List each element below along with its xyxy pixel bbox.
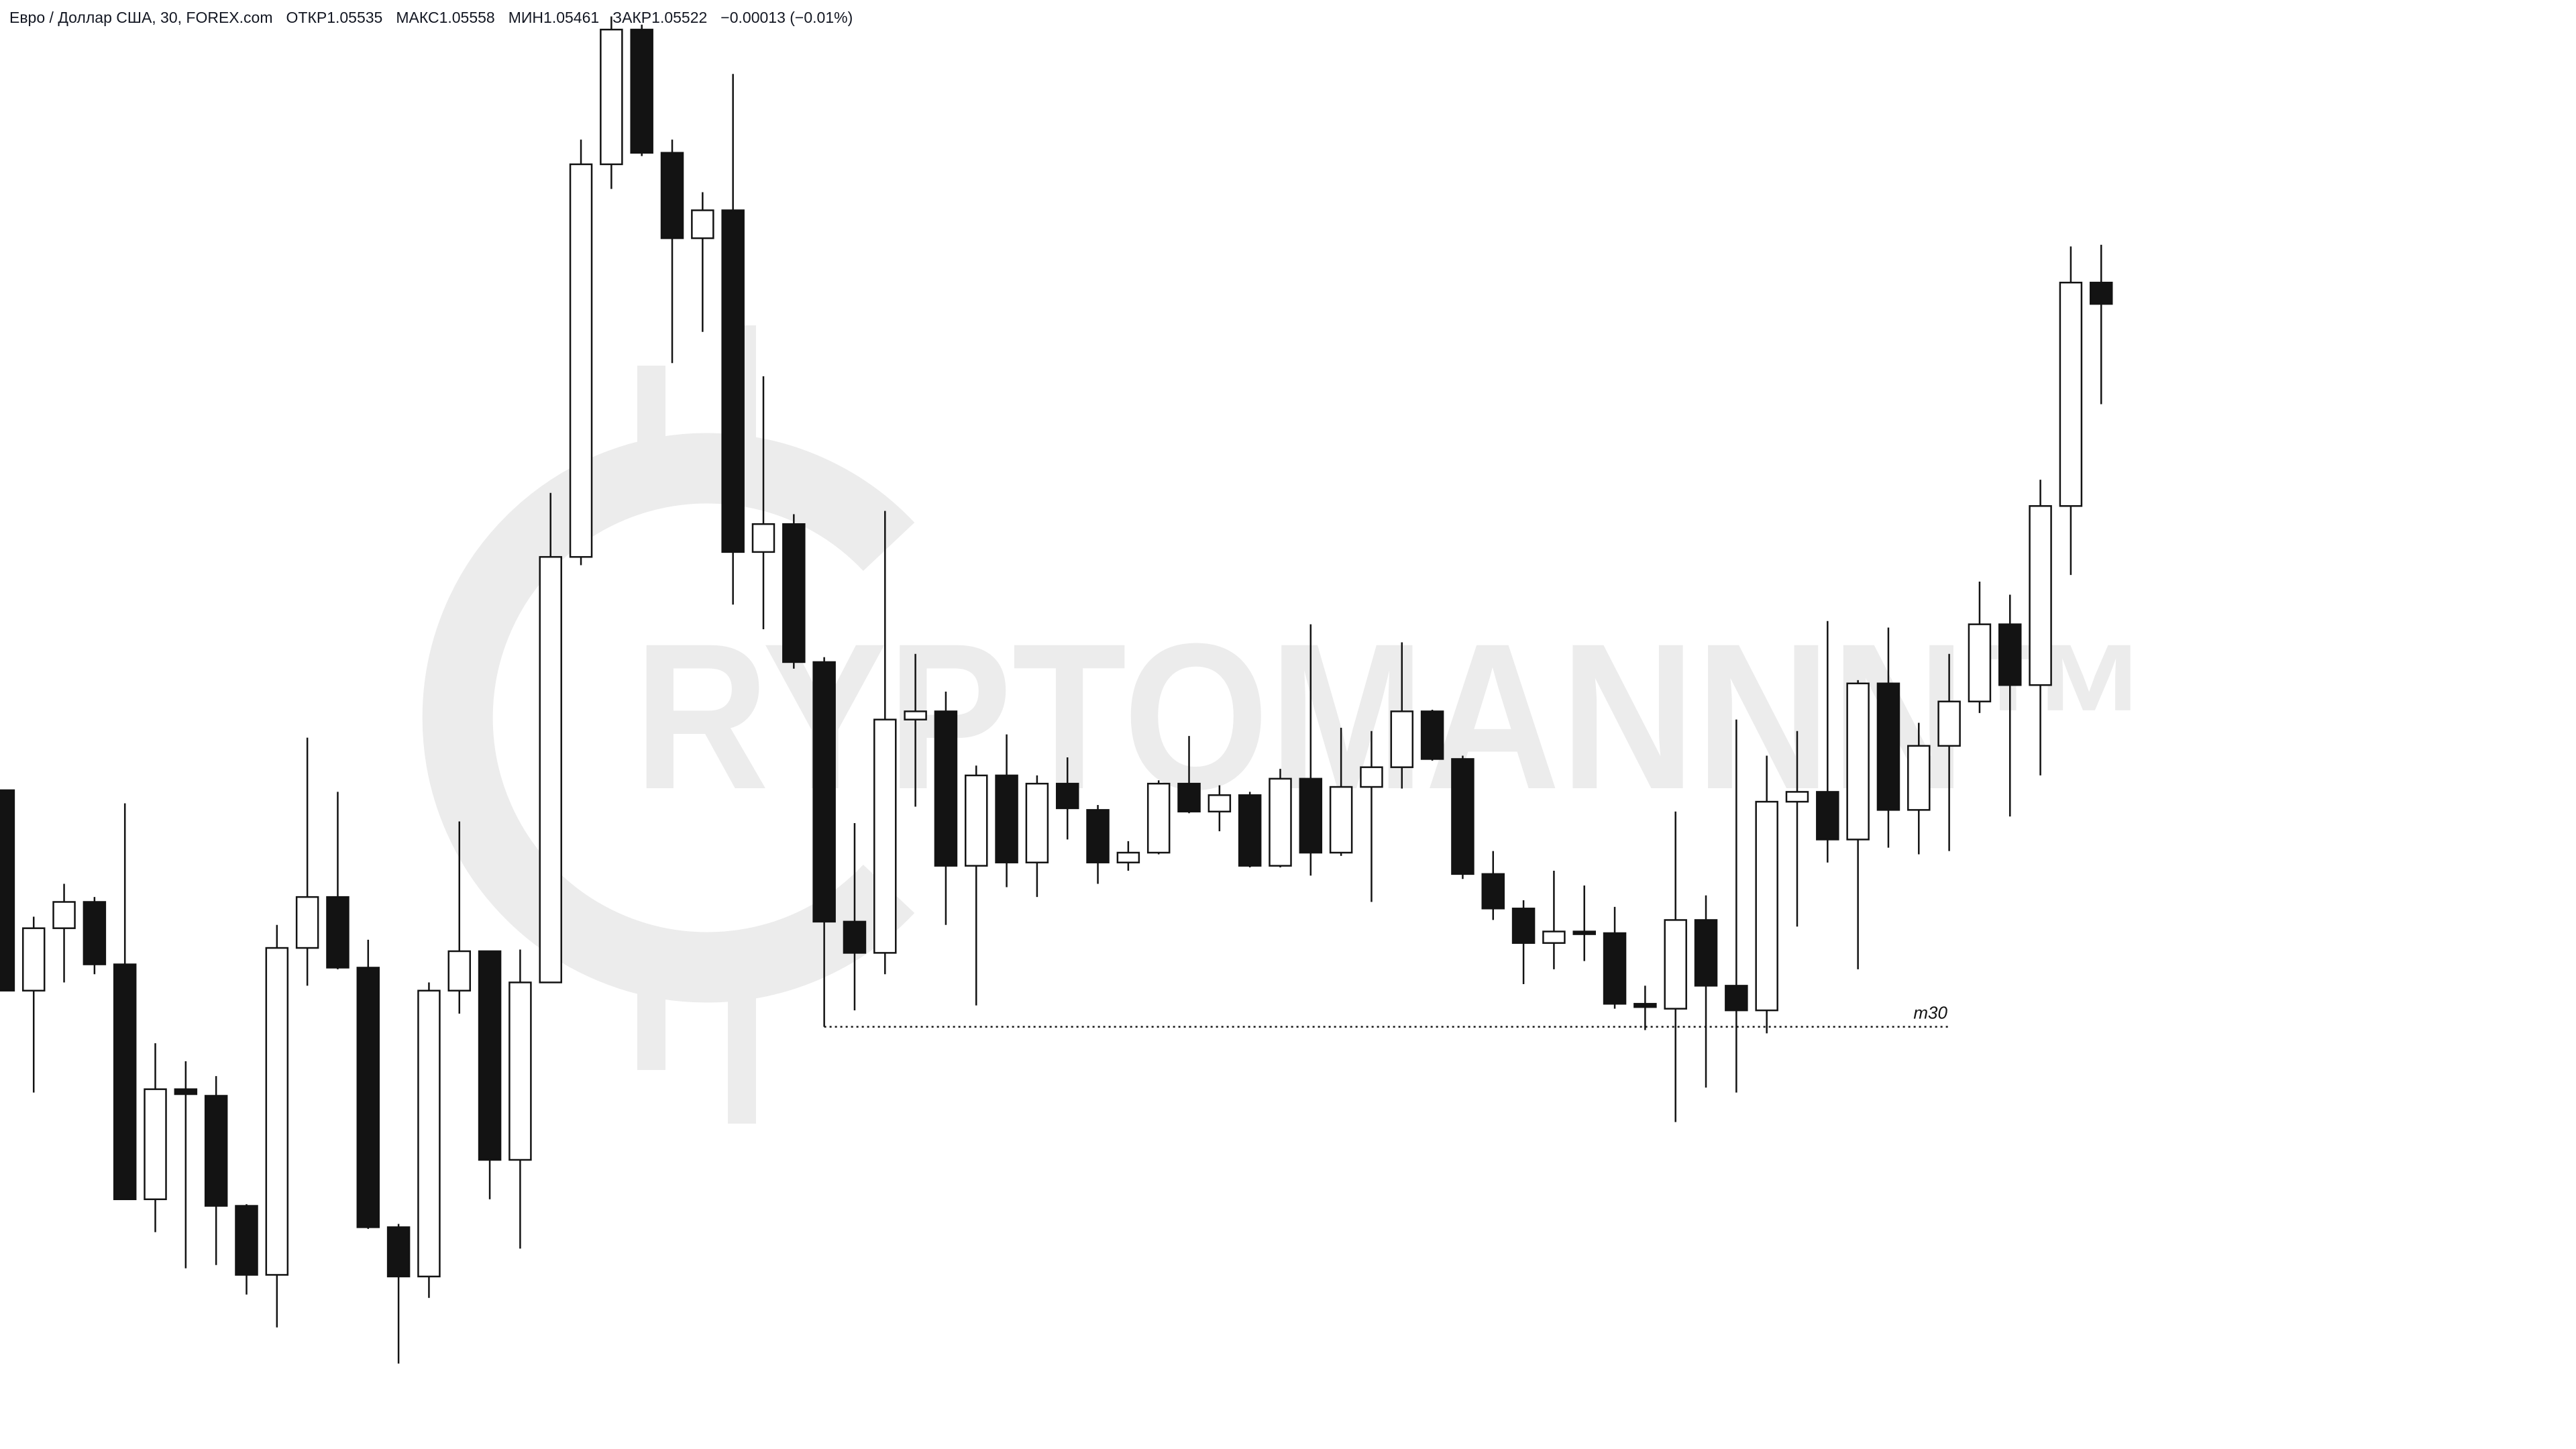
candle-body-up bbox=[904, 710, 927, 720]
candles: m30 bbox=[0, 16, 2113, 1364]
candle-body-up bbox=[2029, 505, 2052, 686]
candle-body-up bbox=[1846, 682, 1870, 841]
legend-label: ОТКР bbox=[286, 9, 327, 26]
candle-body-up bbox=[1907, 745, 1931, 811]
candle-body-down bbox=[1998, 623, 2022, 686]
candle-body-down bbox=[630, 28, 653, 154]
candle-body-down bbox=[1481, 873, 1505, 910]
candle-body-up bbox=[1329, 786, 1353, 854]
watermark-bar bbox=[637, 366, 665, 500]
candle-body-down bbox=[1511, 908, 1536, 944]
candle-body-down bbox=[782, 523, 806, 663]
candle-body-up bbox=[1360, 766, 1383, 788]
watermark-bar bbox=[637, 936, 665, 1070]
candle-body-up bbox=[539, 555, 562, 983]
candle-body-up bbox=[52, 901, 76, 929]
candle-body-down bbox=[204, 1095, 228, 1207]
candle-body-down bbox=[812, 661, 836, 923]
candle-body-up bbox=[417, 989, 441, 1278]
watermark-bar bbox=[728, 936, 756, 1124]
candle-body-down bbox=[0, 789, 15, 991]
candle-body-up bbox=[1664, 919, 1687, 1010]
candle-body-up bbox=[569, 163, 593, 558]
candle-body-down bbox=[1177, 782, 1201, 813]
candle-body-down bbox=[113, 963, 137, 1201]
candle-body-down bbox=[478, 950, 502, 1161]
candle-body-up bbox=[600, 28, 623, 166]
candle-body-up bbox=[447, 950, 472, 991]
candle-body-up bbox=[1937, 700, 1961, 747]
candle-body-up bbox=[1269, 777, 1292, 867]
candle-body-up bbox=[1968, 623, 1992, 702]
candle-body-down bbox=[356, 967, 380, 1228]
candle-body-up bbox=[508, 981, 532, 1161]
candle-body-down bbox=[1876, 682, 1900, 811]
candle-body-down bbox=[721, 209, 745, 553]
candle-body-down bbox=[1572, 930, 1596, 935]
candle-body-down bbox=[1420, 710, 1444, 760]
candle-body-down bbox=[2089, 281, 2113, 305]
candle-body-up bbox=[1755, 800, 1778, 1012]
candle-body-down bbox=[1816, 791, 1839, 841]
legend-value: 1.05461 bbox=[543, 9, 599, 26]
candle-body-up bbox=[1146, 782, 1171, 854]
candle-body-down bbox=[1694, 919, 1718, 987]
candle-body-up bbox=[965, 774, 988, 867]
candle-body-up bbox=[1116, 851, 1140, 863]
candle-body-down bbox=[174, 1088, 198, 1095]
candle-body-down bbox=[843, 920, 867, 954]
candle-body-down bbox=[660, 152, 684, 239]
legend-label: МИН bbox=[508, 9, 543, 26]
candle-body-down bbox=[1086, 809, 1110, 863]
candle-body-down bbox=[83, 901, 107, 965]
candle-body-down bbox=[1299, 777, 1323, 854]
candle-body-up bbox=[751, 523, 775, 553]
legend-value: 1.05535 bbox=[327, 9, 382, 26]
header: Евро / Доллар США, 30, FOREX.com ОТКР1.05… bbox=[9, 9, 853, 26]
candle-body-up bbox=[691, 209, 714, 239]
watermark-coin bbox=[422, 433, 915, 1003]
candle-body-up bbox=[265, 947, 289, 1276]
candle-body-up bbox=[1542, 930, 1566, 944]
candle-body-down bbox=[326, 896, 350, 969]
candle-body-up bbox=[1390, 710, 1414, 768]
candle-body-up bbox=[144, 1088, 167, 1201]
candle-body-down bbox=[1451, 758, 1474, 875]
legend-change: −0.00013 (−0.01%) bbox=[720, 9, 853, 26]
candle-body-down bbox=[1603, 932, 1627, 1005]
candle-body-up bbox=[873, 718, 897, 954]
candle-body-up bbox=[21, 927, 46, 991]
candle-body-up bbox=[2059, 281, 2083, 507]
legend-label: ЗАКР bbox=[612, 9, 651, 26]
candle-body-down bbox=[1055, 782, 1079, 810]
candle-body-up bbox=[295, 896, 319, 949]
candle-body-down bbox=[235, 1205, 258, 1276]
legend-value: 1.05522 bbox=[651, 9, 707, 26]
candle-body-down bbox=[1633, 1003, 1657, 1008]
header-title: Евро / Доллар США, 30, FOREX.com bbox=[9, 9, 273, 26]
candle-body-down bbox=[1238, 794, 1262, 867]
candle-body-up bbox=[1025, 782, 1049, 863]
candle-body-down bbox=[1725, 985, 1748, 1012]
legend-label: МАКС bbox=[396, 9, 439, 26]
level-label: m30 bbox=[1913, 1003, 1947, 1023]
candle-body-down bbox=[386, 1226, 411, 1278]
legend-value: 1.05558 bbox=[439, 9, 495, 26]
candle-body-up bbox=[1208, 794, 1232, 813]
candle-body-down bbox=[934, 710, 958, 867]
candle-body-down bbox=[995, 774, 1018, 863]
candle-body-up bbox=[1785, 791, 1809, 803]
